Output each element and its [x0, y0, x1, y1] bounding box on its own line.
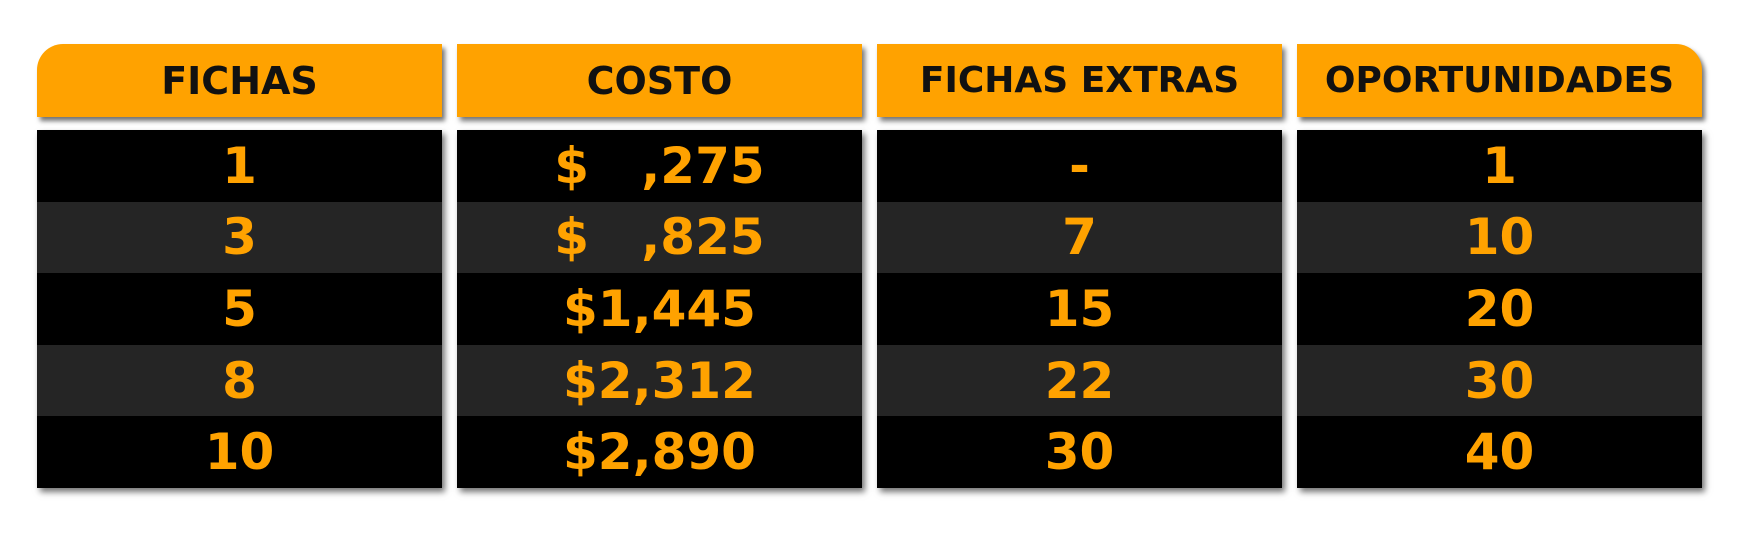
cell-oportunidades: 20 — [1464, 279, 1535, 338]
cell-fichas: 1 — [222, 136, 257, 195]
column-fichas-extras: FICHAS EXTRAS - 7 15 22 30 — [877, 44, 1282, 488]
cell-costo: $1,445 — [563, 279, 756, 338]
cell-oportunidades: 10 — [1297, 201, 1702, 274]
cell-fichas-extras: - — [1069, 136, 1090, 195]
header-fichas-extras: FICHAS EXTRAS — [877, 44, 1282, 117]
cell-oportunidades: 1 — [1482, 136, 1517, 195]
cell-fichas: 10 — [204, 423, 275, 482]
cell-costo: $ ,825 — [457, 201, 862, 274]
column-body: - 7 15 22 30 — [877, 130, 1282, 488]
cell-costo: $ ,275 — [554, 136, 765, 195]
column-oportunidades: OPORTUNIDADES 1 10 20 30 40 — [1297, 44, 1702, 488]
column-body: 1 10 20 30 40 — [1297, 130, 1702, 488]
cell-costo: $2,890 — [563, 423, 756, 482]
cell-fichas: 3 — [37, 201, 442, 274]
cell-fichas-extras: 30 — [1044, 423, 1115, 482]
column-body: 1 3 5 8 10 — [37, 130, 442, 488]
cell-fichas-extras: 7 — [877, 201, 1282, 274]
column-fichas: FICHAS 1 3 5 8 10 — [37, 44, 442, 488]
header-fichas: FICHAS — [37, 44, 442, 117]
cell-oportunidades: 30 — [1297, 344, 1702, 417]
cell-fichas: 8 — [37, 344, 442, 417]
cell-fichas: 5 — [222, 279, 257, 338]
cell-costo: $2,312 — [457, 344, 862, 417]
column-body: $ ,275 $ ,825 $1,445 $2,312 $2,890 — [457, 130, 862, 488]
cell-oportunidades: 40 — [1464, 423, 1535, 482]
header-oportunidades: OPORTUNIDADES — [1297, 44, 1702, 117]
cell-fichas-extras: 22 — [877, 344, 1282, 417]
header-costo: COSTO — [457, 44, 862, 117]
pricing-table: FICHAS 1 3 5 8 10 COSTO $ ,275 $ ,825 $1… — [37, 44, 1703, 488]
cell-fichas-extras: 15 — [1044, 279, 1115, 338]
column-costo: COSTO $ ,275 $ ,825 $1,445 $2,312 $2,890 — [457, 44, 862, 488]
